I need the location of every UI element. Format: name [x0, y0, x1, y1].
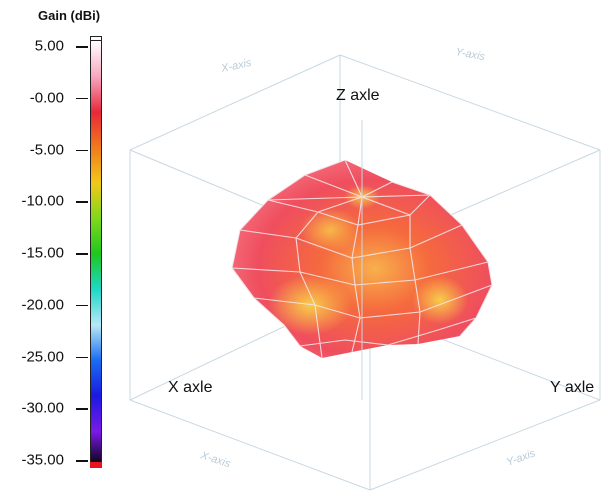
colorbar-tick-mark: [76, 201, 88, 203]
colorbar-bottom-cap: [90, 462, 102, 468]
z-axis-label: Z axle: [336, 87, 380, 104]
colorbar-tick-mark: [76, 97, 88, 100]
colorbar-tick-mark: [76, 356, 88, 358]
colorbar-tick-label: -10.00: [21, 192, 64, 210]
y-axis-label: Y axle: [550, 379, 594, 396]
faint-label-front-right: Y-axis: [505, 447, 538, 469]
colorbar-tick-label: -5.00: [29, 141, 64, 158]
colorbar-tick-mark: [76, 408, 88, 410]
colorbar-tick-label: -15.00: [21, 244, 64, 262]
colorbar-tick-label: -20.00: [21, 296, 64, 314]
colorbar-tick-mark: [76, 304, 88, 307]
colorbar-tick-label: -35.00: [21, 451, 64, 469]
colorbar-tick-label: -30.00: [21, 399, 64, 417]
colorbar-tick-mark: [76, 149, 88, 151]
colorbar-tick-mark: [76, 46, 88, 48]
colorbar-tick-label: -0.00: [29, 89, 64, 107]
x-axis-label: X axle: [168, 379, 213, 396]
faint-label-back-right: Y-axis: [454, 46, 486, 63]
colorbar-tick-label: -25.00: [21, 348, 64, 365]
faint-label-front-left: X-axis: [198, 449, 232, 470]
colorbar-title: Gain (dBi): [38, 8, 101, 23]
colorbar-tick-mark: [76, 253, 88, 255]
colorbar-tick-mark: [76, 460, 88, 462]
faint-label-back-left: X-axis: [219, 57, 253, 75]
colorbar-tick-label: 5.00: [34, 37, 64, 55]
